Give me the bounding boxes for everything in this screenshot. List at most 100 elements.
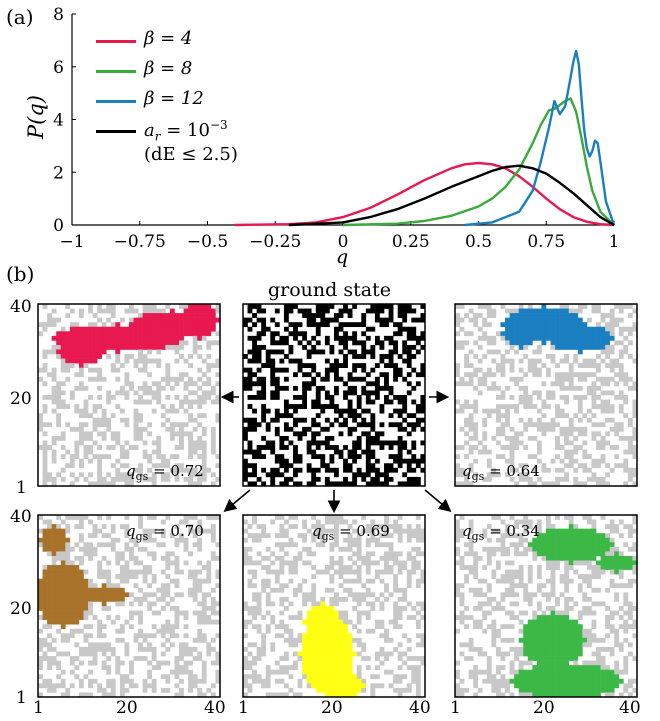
lattice-cell [582, 642, 588, 648]
lattice-cell [459, 615, 465, 620]
lattice-cell [51, 458, 57, 464]
lattice-cell [74, 331, 80, 337]
lattice-cell [415, 665, 421, 670]
lattice-cell [495, 395, 501, 400]
lattice-cell [210, 596, 216, 602]
lattice-cell [124, 578, 130, 584]
lattice-cell [550, 555, 556, 561]
lattice-cell [56, 435, 62, 441]
lattice-cell [495, 669, 501, 675]
lattice-cell [523, 592, 529, 598]
lattice-cell [352, 354, 358, 359]
lattice-cell [74, 454, 80, 459]
lattice-cell [192, 472, 198, 478]
lattice-cell [293, 454, 298, 459]
lattice-cell [106, 481, 112, 487]
lattice-cell [151, 472, 157, 478]
lattice-cell [74, 354, 80, 359]
lattice-cell [397, 458, 403, 464]
lattice-cell [47, 683, 52, 689]
lattice-cell [197, 308, 203, 314]
lattice-cell [92, 524, 98, 529]
lattice-cell [92, 551, 98, 557]
lattice-cell [83, 435, 89, 441]
lattice-cell [406, 537, 412, 543]
lattice-cell [42, 322, 48, 328]
lattice-cell [482, 528, 488, 534]
lattice-cell [42, 381, 48, 387]
lattice-cell [115, 326, 121, 332]
lattice-cell [550, 683, 556, 689]
lattice-cell [352, 551, 358, 557]
lattice-cell [256, 349, 262, 355]
lattice-cell [78, 592, 84, 598]
lattice-cell [370, 422, 376, 428]
lattice-cell [315, 542, 321, 548]
lattice-cell [500, 678, 506, 684]
lattice-cell [151, 449, 157, 455]
lattice-cell [243, 417, 248, 423]
lattice-cell [514, 646, 519, 652]
lattice-cell [247, 326, 253, 332]
lattice-cell [505, 445, 510, 450]
lattice-cell [129, 344, 134, 350]
lattice-cell [582, 449, 588, 455]
lattice-cell [124, 440, 130, 446]
lattice-cell [618, 565, 624, 570]
lattice-cell [192, 592, 198, 598]
lattice-cell [311, 615, 317, 620]
lattice-cell [302, 537, 307, 543]
lattice-cell [415, 463, 421, 469]
lattice-cell [188, 551, 193, 557]
lattice-cell [532, 674, 538, 680]
lattice-cell [129, 683, 134, 689]
lattice-cell [546, 560, 551, 566]
lattice-cell [406, 422, 412, 428]
lattice-cell [509, 317, 515, 323]
lattice-cell [315, 528, 321, 534]
lattice-cell [455, 363, 460, 368]
lattice-cell [42, 592, 48, 598]
lattice-cell [97, 481, 102, 487]
lattice-cell [505, 385, 510, 391]
lattice-cell [596, 601, 601, 607]
lattice-cell [541, 431, 547, 437]
lattice-cell [586, 637, 592, 643]
lattice-cell [596, 678, 601, 684]
lattice-cell [627, 610, 633, 616]
lattice-cell [393, 601, 398, 607]
lattice-cell [609, 390, 615, 396]
lattice-cell [532, 678, 538, 684]
lattice-cell [165, 555, 171, 561]
lattice-cell [51, 619, 57, 625]
lattice-cell [559, 542, 565, 548]
lattice-cell [505, 637, 510, 643]
lattice-cell [324, 367, 330, 373]
lattice-cell [188, 683, 193, 689]
lattice-cell [388, 363, 394, 368]
lattice-cell [343, 358, 348, 364]
lattice-cell [324, 669, 330, 675]
lattice-cell [402, 687, 408, 693]
lattice-cell [279, 440, 285, 446]
lattice-cell [397, 354, 403, 359]
lattice-cell [169, 404, 175, 409]
lattice-cell [509, 624, 515, 630]
lattice-cell [210, 326, 216, 332]
lattice-cell [101, 524, 107, 529]
lattice-cell [559, 678, 565, 684]
lattice-cell [486, 313, 492, 318]
lattice-cell [119, 449, 125, 455]
lattice-cell [106, 642, 112, 648]
lattice-cell [293, 515, 298, 520]
lattice-cell [495, 363, 501, 368]
lattice-cell [252, 481, 257, 487]
lattice-cell [60, 367, 66, 373]
lattice-cell [106, 344, 112, 350]
lattice-cell [133, 322, 139, 328]
lattice-cell [605, 665, 610, 670]
lattice-cell [406, 358, 412, 364]
lattice-cell [468, 481, 474, 487]
lattice-cell [505, 578, 510, 584]
lattice-cell [591, 308, 597, 314]
